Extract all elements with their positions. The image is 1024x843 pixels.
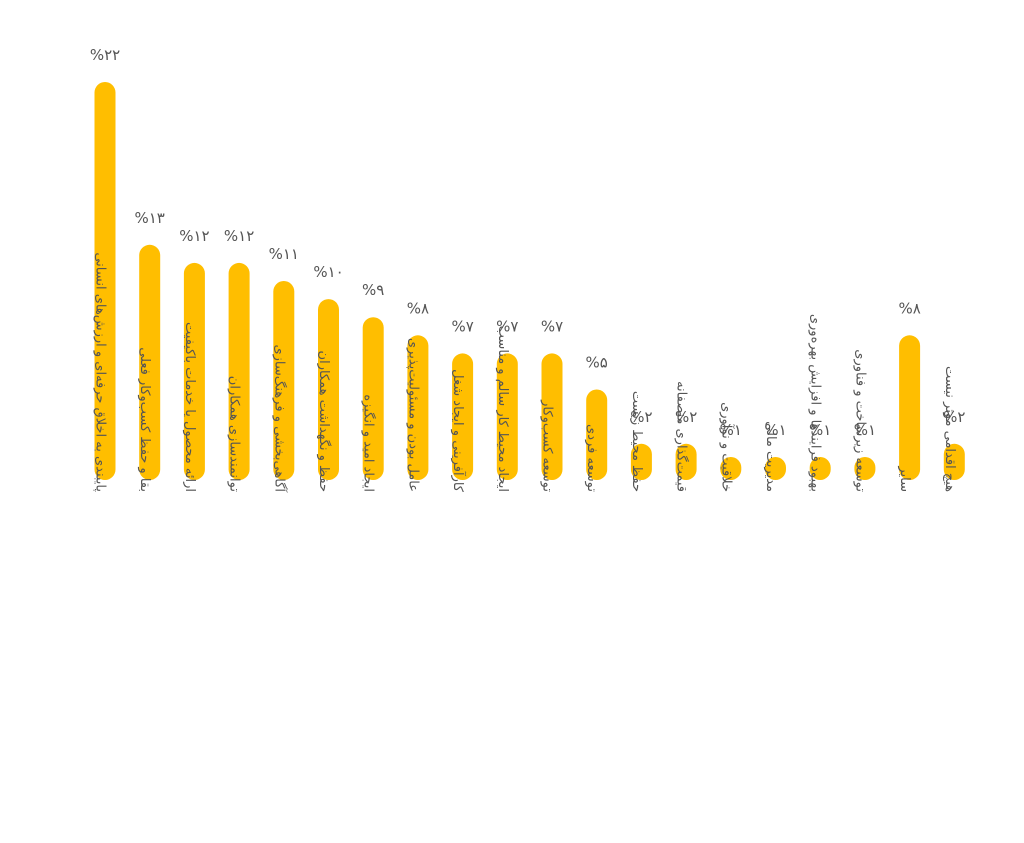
bars-layer [94, 82, 965, 480]
category-label: ارائه محصول یا خدمات باکیفیت [182, 322, 197, 492]
category-label: بقا و حفظ کسب‌وکار فعلی [137, 347, 152, 492]
category-label: پایبندی به اخلاق حرفه‌ای و ارزش‌های انسا… [93, 252, 108, 492]
value-label: %۷ [541, 317, 563, 335]
value-label: %۸ [407, 299, 429, 317]
bar [318, 299, 339, 480]
value-label: %۱۰ [313, 263, 343, 281]
category-label: توسعه فردی [584, 424, 599, 492]
category-label: توسعه کسب‌وکار [540, 399, 555, 492]
value-label: %۹ [362, 281, 384, 299]
category-label: حفظ و نگهداشت همکاران [316, 351, 332, 492]
value-label: %۲۲ [90, 46, 120, 64]
category-label: هیچ اقدامی موثر نیست [942, 366, 957, 492]
bar [809, 457, 831, 480]
value-label: %۱۲ [224, 227, 254, 245]
category-label: قیمت‌گذاری منصفانه [674, 381, 690, 492]
bar [675, 443, 697, 480]
value-label: %۵ [586, 354, 608, 372]
bar [183, 262, 205, 480]
bar [630, 443, 652, 480]
bar [720, 457, 742, 480]
value-label: %۷ [496, 317, 518, 335]
value-label: %۷ [451, 317, 473, 335]
category-label: ایجاد امید و انگیزه [361, 394, 377, 492]
bar [496, 353, 518, 480]
category-label: مدیریت مالی [763, 421, 778, 492]
value-label: %۲ [630, 408, 652, 426]
value-label: %۲ [675, 408, 697, 426]
value-label: %۱ [854, 421, 876, 439]
category-label: عامل بودن و مسئولیت‌پذیری [405, 338, 420, 492]
bar [407, 335, 429, 480]
category-label: سایر [897, 465, 912, 492]
value-label: %۱۲ [179, 227, 209, 245]
category-labels-layer: پایبندی به اخلاق حرفه‌ای و ارزش‌های انسا… [93, 252, 957, 493]
category-label: حفظ محیط زیست [629, 391, 644, 492]
category-label: آگاهی‌بخشی و فرهنگ‌سازی [271, 344, 288, 493]
value-label: %۱ [720, 421, 742, 439]
bar [586, 389, 608, 480]
value-label: %۱ [809, 421, 831, 439]
category-label: توانمندسازی همکاران [227, 376, 242, 493]
value-label: %۱۳ [135, 209, 165, 227]
category-label: توسعه زیرساخت و فناوری [852, 349, 867, 492]
value-label: %۸ [898, 299, 920, 317]
bar [94, 82, 116, 480]
bar [541, 353, 563, 480]
bar [228, 262, 250, 480]
bar [943, 443, 965, 480]
bar [273, 281, 295, 480]
bar [139, 244, 161, 480]
category-label: بهبود فرایندها و افزایش بهره‌وری [808, 314, 823, 492]
bar [854, 457, 876, 480]
bar [452, 353, 474, 480]
category-label: کارآفرینی و ایجاد شغل [450, 369, 467, 493]
bar [899, 335, 921, 480]
value-label: %۲ [943, 408, 965, 426]
category-label: ایجاد محیط کار سالم و مناسب [495, 326, 510, 492]
category-label: خلاقیت و نوآوری [718, 402, 735, 492]
value-label: %۱۱ [269, 245, 299, 263]
bar [362, 317, 384, 480]
bar [765, 457, 786, 480]
value-labels-layer: %۲۲ %۱۳ %۱۲ %۱۲ %۱۱ %۱۰ %۹ %۸ %۷ %۷ %۷ %۵ %۲ %۲ %۱ %۱ %۱… [90, 46, 966, 439]
value-label: %۱ [764, 421, 786, 439]
